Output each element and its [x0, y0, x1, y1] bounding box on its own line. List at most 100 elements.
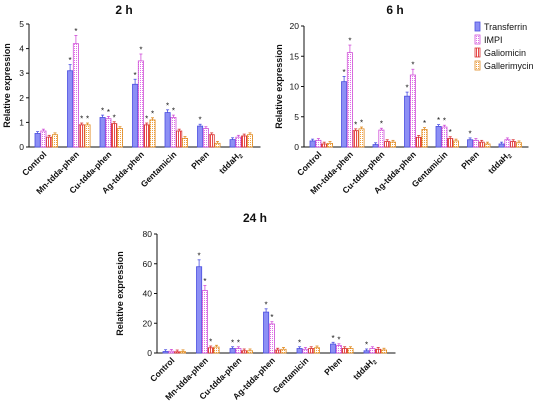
- bar-gallerimycin-2: [246, 350, 253, 354]
- bar-gallerimycin-1: [213, 346, 220, 354]
- bar-galiomicin-4: [447, 138, 454, 148]
- bar-galiomicin-5: [341, 348, 348, 354]
- bar-galiomicin-6: [241, 135, 248, 148]
- bar-gallerimycin-3: [149, 119, 156, 148]
- significance-marker: *: [209, 338, 212, 347]
- significance-marker: *: [199, 116, 202, 125]
- chart-title: 6 h: [386, 3, 403, 17]
- bar-impi-1: [72, 43, 79, 148]
- significance-marker: *: [107, 108, 110, 117]
- x-tick-label: Gentamicin: [271, 355, 311, 395]
- significance-marker: *: [265, 300, 268, 309]
- bar-galiomicin-0: [174, 351, 181, 354]
- bar-impi-6: [369, 348, 376, 354]
- significance-marker: *: [332, 334, 335, 343]
- legend-label: Transferrin: [484, 22, 527, 32]
- x-tick-label: Control: [148, 355, 176, 383]
- bar-gallerimycin-1: [84, 124, 91, 148]
- bar-galiomicin-1: [207, 347, 214, 354]
- significance-marker: *: [343, 68, 346, 77]
- significance-marker: *: [449, 128, 452, 137]
- bar-galiomicin-6: [510, 141, 517, 148]
- bar-transferrin-3: [263, 311, 270, 354]
- bar-transferrin-2: [372, 144, 379, 148]
- bar-gallerimycin-0: [179, 351, 186, 354]
- bar-transferrin-3: [404, 95, 411, 148]
- bar-galiomicin-5: [478, 141, 485, 148]
- y-tick-label: 40: [143, 289, 153, 299]
- legend-label: Galiomicin: [484, 48, 526, 58]
- significance-marker: *: [360, 119, 363, 128]
- x-tick-label: tddaH2: [351, 355, 379, 383]
- y-tick-label: 1: [19, 117, 24, 127]
- y-axis-label: Relative expression: [2, 43, 12, 128]
- significance-marker: *: [74, 27, 77, 36]
- bar-transferrin-0: [309, 140, 316, 148]
- bar-impi-2: [235, 348, 242, 354]
- legend-swatch: [474, 21, 481, 32]
- bar-transferrin-3: [132, 83, 139, 148]
- bar-galiomicin-1: [78, 124, 85, 148]
- bar-galiomicin-4: [176, 130, 183, 148]
- x-tick-label: Control: [20, 149, 48, 177]
- significance-marker: *: [469, 129, 472, 138]
- bar-impi-0: [40, 130, 47, 148]
- x-tick-label: tddaH2: [217, 149, 245, 177]
- significance-marker: *: [80, 115, 83, 124]
- bar-galiomicin-2: [241, 350, 248, 354]
- bar-impi-1: [201, 290, 208, 354]
- bar-gallerimycin-0: [326, 142, 333, 148]
- significance-marker: *: [348, 37, 351, 46]
- bar-impi-5: [202, 128, 209, 148]
- chart-title: 24 h: [243, 211, 267, 225]
- legend-label: Gallerimycin: [484, 61, 534, 71]
- bar-galiomicin-3: [143, 124, 150, 148]
- bar-galiomicin-3: [415, 136, 422, 148]
- bar-impi-4: [302, 348, 309, 354]
- significance-marker: *: [270, 313, 273, 322]
- bar-transferrin-4: [435, 126, 442, 148]
- bar-impi-3: [268, 323, 275, 354]
- significance-marker: *: [231, 338, 234, 347]
- bar-gallerimycin-1: [358, 128, 365, 148]
- significance-marker: *: [365, 340, 368, 349]
- x-tick-label: tddaH2: [486, 149, 514, 177]
- legend: Transferrin IMPI Galiomicin Gallerimycin: [474, 21, 534, 71]
- bar-transferrin-5: [467, 139, 474, 148]
- bar-galiomicin-1: [352, 130, 359, 148]
- significance-marker: *: [113, 113, 116, 122]
- y-tick-label: 2: [19, 93, 24, 103]
- bar-transferrin-5: [197, 125, 204, 148]
- legend-swatch: [474, 47, 481, 58]
- bar-galiomicin-3: [274, 349, 281, 354]
- legend-swatch: [474, 34, 481, 45]
- bar-gallerimycin-2: [117, 128, 124, 148]
- significance-marker: *: [172, 107, 175, 116]
- x-tick-label: Control: [295, 149, 323, 177]
- bar-gallerimycin-2: [389, 141, 396, 148]
- bar-gallerimycin-4: [452, 140, 459, 148]
- bar-gallerimycin-6: [516, 142, 523, 148]
- y-tick-label: 3: [19, 68, 24, 78]
- chart-title: 2 h: [115, 3, 132, 17]
- bar-galiomicin-0: [46, 136, 53, 148]
- y-tick-label: 20: [143, 318, 153, 328]
- bar-galiomicin-2: [384, 141, 391, 148]
- y-tick-label: 10: [290, 82, 300, 92]
- significance-marker: *: [139, 46, 142, 55]
- y-tick-label: 0: [294, 142, 299, 152]
- significance-marker: *: [166, 101, 169, 110]
- bar-gallerimycin-4: [181, 137, 188, 148]
- significance-marker: *: [151, 109, 154, 118]
- bar-gallerimycin-3: [421, 129, 428, 148]
- legend-swatch: [474, 60, 481, 71]
- bar-impi-2: [378, 129, 385, 148]
- significance-marker: *: [380, 120, 383, 129]
- significance-marker: *: [69, 56, 72, 65]
- significance-marker: *: [86, 115, 89, 124]
- legend-label: IMPI: [484, 35, 503, 45]
- y-tick-label: 5: [294, 112, 299, 122]
- significance-marker: *: [423, 119, 426, 128]
- chart-panel-2: 24 h Relative expression 0 20 40 60 80 Control *…: [115, 211, 396, 402]
- bar-impi-6: [504, 139, 511, 148]
